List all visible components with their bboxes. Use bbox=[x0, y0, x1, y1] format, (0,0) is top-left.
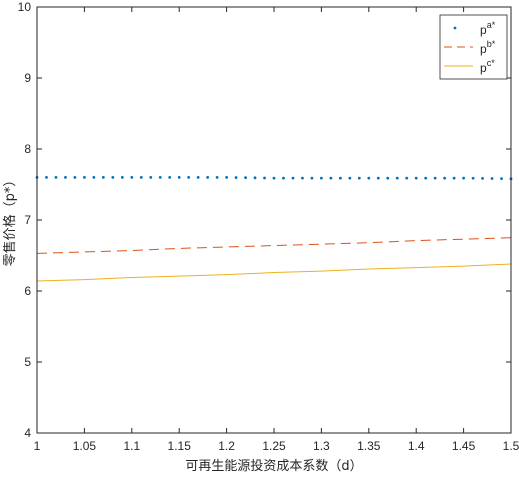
y-tick-label: 7 bbox=[24, 213, 31, 227]
y-tick-label: 4 bbox=[24, 426, 31, 440]
data-point bbox=[83, 176, 86, 179]
data-point bbox=[395, 176, 399, 180]
y-tick-label: 6 bbox=[24, 284, 31, 298]
data-point bbox=[215, 176, 219, 179]
data-point bbox=[376, 176, 380, 180]
data-point bbox=[101, 176, 105, 179]
plot-frame bbox=[36, 6, 512, 434]
data-point bbox=[149, 176, 153, 179]
x-tick-label: 1 bbox=[34, 439, 41, 453]
data-point bbox=[357, 176, 361, 180]
y-axis-title: 零售价格（p*） bbox=[2, 174, 18, 267]
data-point bbox=[405, 176, 409, 180]
data-point bbox=[320, 176, 323, 180]
series-a-line bbox=[35, 176, 513, 181]
x-tick-label: 1.3 bbox=[313, 439, 330, 453]
data-point bbox=[301, 176, 304, 180]
data-point bbox=[338, 176, 342, 180]
data-point bbox=[424, 176, 428, 180]
data-point bbox=[168, 176, 172, 179]
y-tick-label: 9 bbox=[24, 71, 31, 85]
series-polyline bbox=[36, 263, 512, 282]
x-tick-label: 1.45 bbox=[452, 439, 476, 453]
data-point bbox=[244, 176, 247, 180]
data-point bbox=[367, 176, 371, 180]
data-point bbox=[291, 176, 295, 180]
data-point bbox=[73, 176, 77, 179]
y-tick-label: 5 bbox=[24, 355, 31, 369]
data-point bbox=[54, 176, 58, 179]
x-axis-title: 可再生能源投资成本系数（d） bbox=[185, 458, 362, 474]
data-point bbox=[45, 176, 48, 179]
data-point bbox=[158, 176, 162, 179]
data-point bbox=[462, 176, 465, 180]
data-point bbox=[130, 176, 134, 179]
data-point bbox=[386, 176, 390, 180]
data-point bbox=[177, 176, 181, 179]
data-point bbox=[471, 176, 475, 180]
data-point bbox=[225, 176, 229, 179]
data-point bbox=[329, 176, 333, 180]
x-tick-label: 1.2 bbox=[218, 439, 235, 453]
plot-background bbox=[37, 7, 511, 433]
data-point bbox=[92, 176, 96, 179]
data-point bbox=[206, 176, 210, 179]
data-point bbox=[120, 176, 124, 179]
x-tick-label: 1.5 bbox=[503, 439, 519, 453]
y-tick-label: 10 bbox=[18, 0, 32, 14]
data-point bbox=[414, 176, 418, 180]
data-point bbox=[310, 176, 314, 180]
data-point bbox=[481, 176, 484, 180]
data-point bbox=[272, 176, 276, 180]
x-tick-label: 1.35 bbox=[357, 439, 381, 453]
data-point bbox=[490, 177, 494, 180]
legend: pa*pb*pc* bbox=[439, 14, 508, 80]
data-point bbox=[196, 176, 200, 179]
data-point bbox=[253, 176, 257, 180]
data-point bbox=[433, 176, 437, 180]
data-point bbox=[187, 176, 191, 179]
x-tick-label: 1.05 bbox=[73, 439, 97, 453]
data-point bbox=[500, 177, 503, 181]
data-point bbox=[111, 176, 115, 179]
data-point bbox=[139, 176, 143, 179]
y-tick-label: 8 bbox=[24, 142, 31, 156]
legend-swatch bbox=[453, 26, 457, 30]
ticks-layer: 1 1.05 1.1 1.15 1.2 1.25 1.3 1.35 1.4 1.45 1.5 4 5 6 7… bbox=[18, 0, 519, 453]
series-layer bbox=[35, 176, 513, 282]
data-point bbox=[452, 176, 456, 180]
data-point bbox=[263, 176, 266, 180]
series-c-line bbox=[36, 263, 512, 282]
x-tick-label: 1.25 bbox=[262, 439, 286, 453]
data-point bbox=[282, 176, 285, 180]
data-point bbox=[64, 176, 67, 179]
data-point bbox=[234, 176, 238, 179]
x-tick-label: 1.4 bbox=[408, 439, 425, 453]
x-tick-label: 1.1 bbox=[123, 439, 140, 453]
data-point bbox=[443, 176, 447, 180]
data-point bbox=[348, 176, 352, 180]
x-tick-label: 1.15 bbox=[168, 439, 192, 453]
